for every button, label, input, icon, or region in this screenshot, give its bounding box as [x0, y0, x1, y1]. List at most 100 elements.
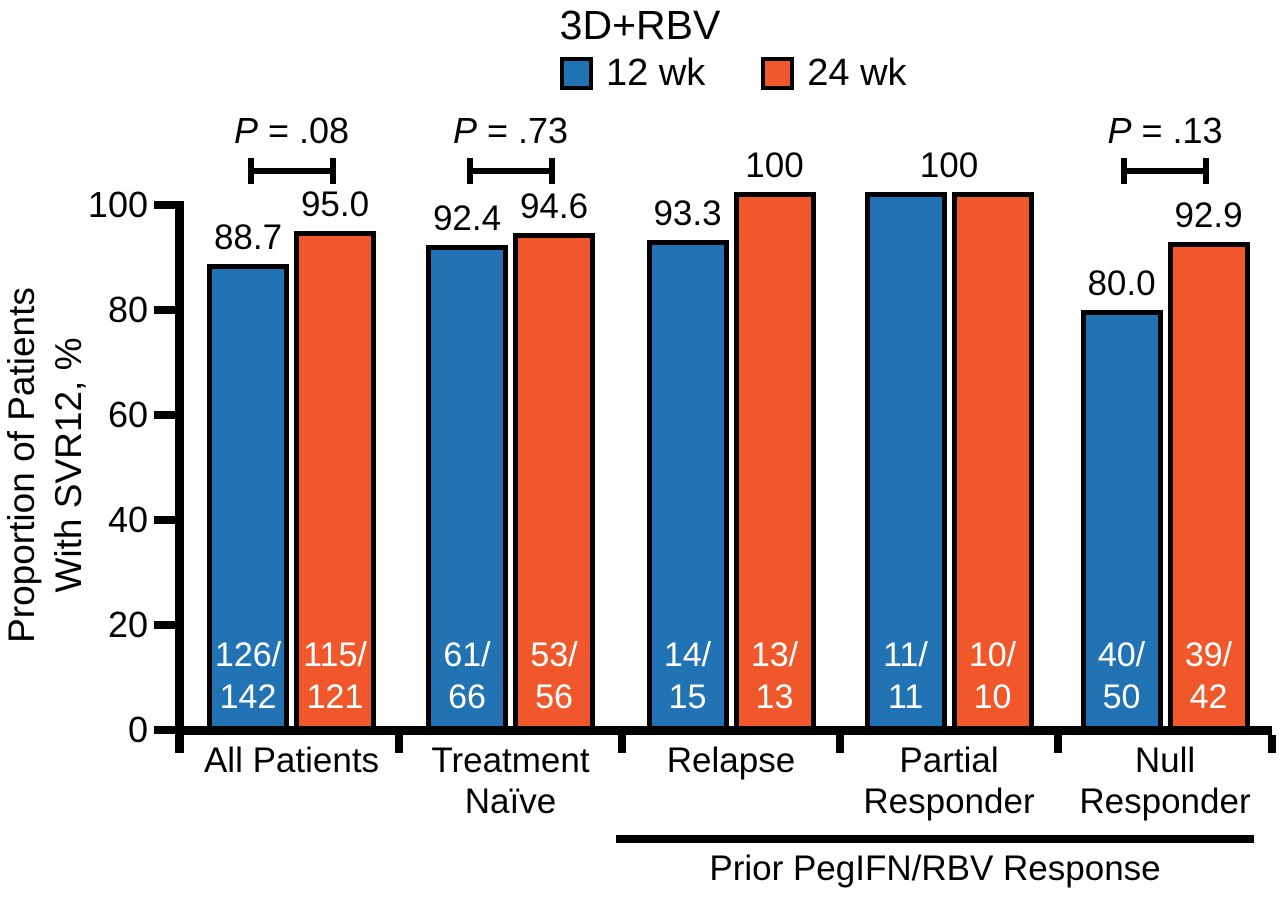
fraction-label-24-wk-relapse: 13/13: [715, 634, 835, 718]
category-label-null-responder: Null Responder: [1015, 740, 1280, 822]
y-tick-80: [154, 306, 179, 314]
p-bracket-cap-right-all-patients: [329, 158, 336, 184]
y-tick-60: [154, 411, 179, 419]
fraction-line: 14/: [663, 636, 712, 674]
fraction-label-24-wk-treatment-na-ve: 53/56: [494, 634, 614, 718]
y-tick-label-60: 60: [107, 394, 148, 435]
x-axis-line: [175, 726, 1272, 735]
fraction-line: 121: [306, 678, 364, 716]
fraction-line: 11/: [883, 636, 928, 674]
value-label-24-wk-relapse: 100: [745, 146, 804, 185]
value-label-24-wk-all-patients: 95.0: [300, 185, 370, 225]
category-label-line: Relapse: [666, 741, 796, 780]
value-label-shared-partial-responder: 100: [919, 146, 979, 185]
y-tick-label-80: 80: [107, 289, 148, 330]
fraction-line: 13/: [750, 636, 799, 674]
category-label-partial-responder: Partial Responder: [799, 740, 1099, 822]
legend-label-12wk: 12 wk: [606, 52, 706, 94]
prior-response-label: Prior PegIFN/RBV Response: [709, 849, 1161, 888]
p-value-treatment-na-ve: P = .73: [452, 110, 569, 151]
bar-12-wk-all-patients: [207, 264, 289, 732]
y-tick-label-0: 0: [127, 709, 148, 750]
p-value-all-patients: P = .08: [233, 110, 350, 151]
chart-title: 3D+RBV: [559, 2, 721, 48]
category-label-line: Responder: [863, 782, 1035, 821]
bar-24-wk-null-responder: [1167, 242, 1250, 732]
legend-item-12wk: 12 wk: [560, 52, 705, 95]
fraction-line: 126/: [214, 636, 282, 674]
category-label-line: Partial: [899, 741, 999, 780]
fraction-label-12-wk-all-patients: 126/142: [188, 634, 308, 718]
legend-swatch-12wk-icon: [560, 57, 593, 90]
p-bracket-line-null-responder: [1121, 168, 1209, 174]
fraction-label-12-wk-relapse: 14/15: [628, 634, 748, 718]
x-tick-3: [836, 735, 844, 753]
category-label-line: Naïve: [464, 782, 557, 821]
p-bracket-line-treatment-na-ve: [466, 168, 555, 174]
legend-item-24wk: 24 wk: [761, 52, 907, 95]
p-bracket-cap-left-treatment-na-ve: [466, 158, 473, 184]
fraction-line: 56: [535, 678, 573, 716]
legend-swatch-24wk-icon: [761, 57, 795, 90]
fraction-line: 50: [1102, 678, 1141, 716]
value-label-12-wk-null-responder: 80.0: [1087, 264, 1156, 303]
y-tick-label-100: 100: [87, 184, 148, 225]
p-symbol: P: [452, 110, 477, 151]
fraction-label-24-wk-null-responder: 39/42: [1149, 634, 1269, 718]
legend: 12 wk 24 wk: [560, 52, 907, 95]
category-label-line: All Patients: [203, 741, 380, 780]
fraction-label-12-wk-treatment-na-ve: 61/66: [407, 634, 527, 718]
fraction-line: 66: [448, 678, 486, 716]
fraction-line: 42: [1189, 678, 1228, 716]
x-tick-1: [395, 735, 403, 753]
fraction-line: 11: [887, 678, 924, 716]
category-label-line: Treatment: [431, 741, 590, 780]
y-tick-0: [154, 726, 179, 734]
fraction-line: 61/: [443, 636, 491, 674]
y-tick-label-20: 20: [107, 604, 148, 645]
y-tick-40: [154, 516, 179, 524]
y-tick-20: [154, 621, 179, 629]
fraction-label-12-wk-null-responder: 40/50: [1062, 634, 1182, 718]
value-label-12-wk-treatment-na-ve: 92.4: [432, 198, 502, 238]
fraction-label-24-wk-all-patients: 115/121: [275, 634, 395, 718]
value-label-12-wk-relapse: 93.3: [653, 194, 722, 234]
fraction-line: 15: [668, 678, 707, 716]
p-bracket-line-all-patients: [247, 168, 336, 174]
fraction-line: 10/: [968, 636, 1017, 674]
p-value-null-responder: P = .13: [1107, 110, 1223, 151]
fraction-label-12-wk-partial-responder: 11/11: [846, 634, 966, 718]
bar-24-wk-treatment-na-ve: [513, 233, 595, 732]
bar-12-wk-partial-responder: [864, 192, 947, 732]
fraction-line: 10: [973, 678, 1012, 716]
category-label-line: Null: [1134, 741, 1196, 780]
bar-24-wk-all-patients: [294, 231, 376, 732]
category-label-all-patients: All Patients: [142, 740, 442, 781]
y-tick-label-40: 40: [107, 499, 148, 540]
x-tick-5: [1268, 735, 1276, 753]
value-label-24-wk-treatment-na-ve: 94.6: [519, 187, 589, 227]
fraction-line: 13: [755, 678, 794, 716]
prior-response-bracket-line: [616, 835, 1254, 843]
bar-24-wk-relapse: [733, 192, 816, 732]
value-label-24-wk-null-responder: 92.9: [1174, 196, 1243, 236]
bar-12-wk-null-responder: [1080, 310, 1163, 732]
x-tick-4: [1054, 735, 1062, 753]
p-bracket-cap-left-all-patients: [247, 158, 254, 184]
legend-label-24wk: 24 wk: [807, 52, 907, 94]
p-bracket-cap-right-treatment-na-ve: [548, 158, 555, 184]
category-label-relapse: Relapse: [581, 740, 881, 781]
p-bracket-cap-left-null-responder: [1121, 158, 1127, 184]
p-symbol: P: [233, 110, 258, 151]
bar-12-wk-relapse: [646, 240, 729, 732]
y-axis-line: [175, 201, 184, 753]
p-bracket-cap-right-null-responder: [1203, 158, 1209, 184]
value-label-12-wk-all-patients: 88.7: [213, 218, 283, 258]
x-tick-2: [618, 735, 626, 753]
fraction-line: 115/: [303, 636, 367, 674]
fraction-line: 142: [219, 678, 277, 716]
fraction-line: 40/: [1097, 636, 1146, 674]
fraction-label-24-wk-partial-responder: 10/10: [933, 634, 1053, 718]
